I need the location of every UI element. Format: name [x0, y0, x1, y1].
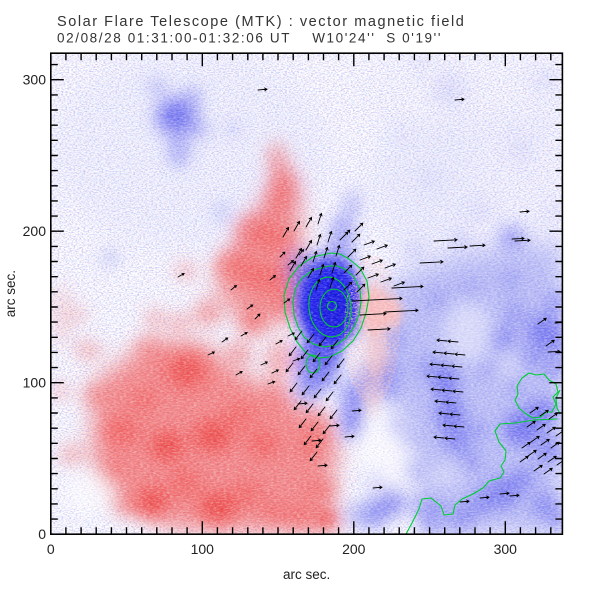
svg-text:Solar Flare Telescope (MTK) :: Solar Flare Telescope (MTK) : vector mag… [57, 14, 465, 30]
svg-text:100: 100 [23, 375, 47, 391]
svg-text:0: 0 [38, 526, 46, 542]
svg-text:0: 0 [47, 541, 55, 557]
svg-text:arc sec.: arc sec. [283, 567, 330, 582]
svg-text:200: 200 [342, 541, 366, 557]
svg-text:200: 200 [23, 223, 47, 239]
svg-text:02/08/28 01:31:00-01:32:06 UT: 02/08/28 01:31:00-01:32:06 UT W10'24'' S… [57, 31, 442, 46]
svg-text:300: 300 [23, 71, 47, 87]
svg-text:300: 300 [494, 541, 518, 557]
svg-text:100: 100 [191, 541, 215, 557]
svg-text:arc sec.: arc sec. [3, 270, 18, 317]
